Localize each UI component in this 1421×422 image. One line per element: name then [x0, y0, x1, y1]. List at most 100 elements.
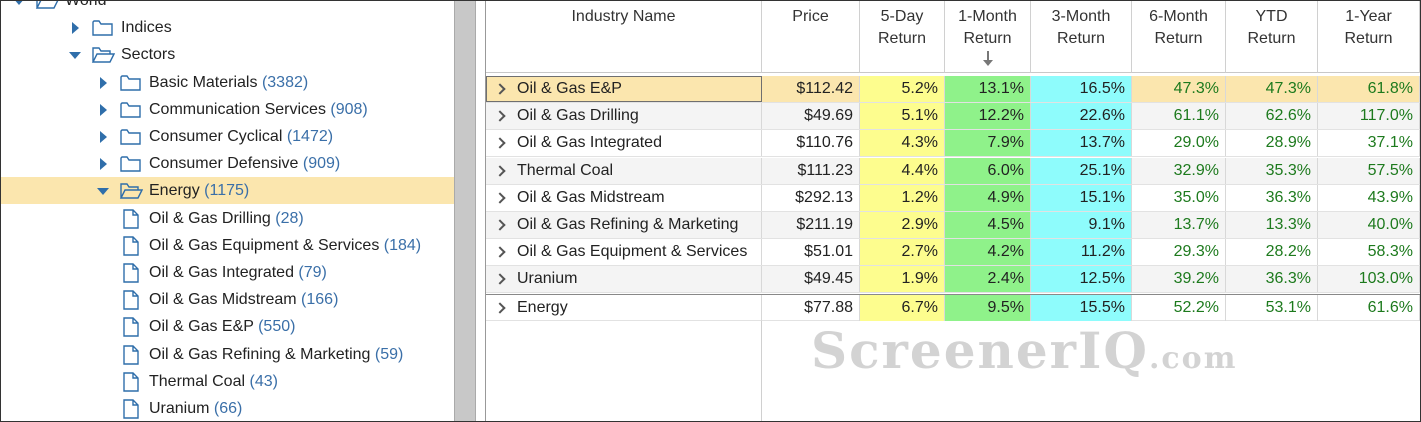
tree-item[interactable]: Oil & Gas Integrated (79)	[1, 259, 454, 286]
table-row[interactable]: Uranium $49.45 1.9% 2.4% 12.5% 39.2% 36.3% 103.…	[486, 266, 1420, 294]
tree-item[interactable]: Oil & Gas Equipment & Services (184)	[1, 232, 454, 259]
caret-right-icon[interactable]	[69, 14, 83, 41]
tree-item-label: Uranium (66)	[149, 395, 242, 421]
tree-item-text: Oil & Gas Midstream	[149, 291, 297, 309]
expand-chevron-icon[interactable]	[494, 192, 506, 204]
tree-item-count: (1472)	[286, 128, 334, 145]
column-header-ytd[interactable]: YTD Return	[1226, 1, 1318, 73]
expand-chevron-icon[interactable]	[494, 110, 506, 122]
document-icon	[119, 344, 143, 375]
cell-price: $77.88	[762, 295, 860, 321]
tree-item[interactable]: Oil & Gas E&P (550)	[1, 313, 454, 340]
caret-right-icon[interactable]	[97, 123, 111, 150]
folder-icon	[119, 99, 143, 130]
cell-name[interactable]: Oil & Gas Equipment & Services	[486, 239, 762, 266]
caret-right-icon[interactable]	[97, 150, 111, 177]
cell-m1: 13.1%	[945, 76, 1031, 102]
tree-item[interactable]: Oil & Gas Refining & Marketing (59)	[1, 341, 454, 368]
table-row[interactable]: Oil & Gas Midstream $292.13 1.2% 4.9% 15.1% 3…	[486, 184, 1420, 212]
table-row[interactable]: Oil & Gas E&P $112.42 5.2% 13.1% 16.5% 47.3% 4…	[486, 76, 1420, 103]
tree-item[interactable]: Consumer Cyclical (1472)	[1, 123, 454, 150]
table-row[interactable]: Thermal Coal $111.23 4.4% 6.0% 25.1% 32.9% 35.…	[486, 157, 1420, 185]
cell-d5: 6.7%	[860, 295, 945, 321]
cell-text: Energy	[517, 299, 568, 316]
cell-text: 13.7%	[1079, 134, 1125, 152]
column-header-m1[interactable]: 1-Month Return	[945, 1, 1031, 73]
column-header-d5[interactable]: 5-Day Return	[860, 1, 945, 73]
tree-item[interactable]: Thermal Coal (43)	[1, 368, 454, 395]
column-header-label: 1-Month	[958, 8, 1017, 25]
cell-m1: 12.2%	[945, 103, 1031, 130]
cell-m3: 13.7%	[1031, 130, 1132, 157]
cell-price: $211.19	[762, 212, 860, 238]
cell-name[interactable]: Oil & Gas Midstream	[486, 184, 762, 211]
column-header-label: Price	[792, 8, 829, 25]
cell-name[interactable]: Oil & Gas E&P	[486, 76, 762, 102]
cell-text: $77.88	[804, 299, 853, 316]
caret-right-icon[interactable]	[97, 69, 111, 96]
cell-text: $110.76	[796, 134, 853, 152]
table-row[interactable]: Oil & Gas Drilling $49.69 5.1% 12.2% 22.6% 61…	[486, 103, 1420, 131]
cell-text: 43.9%	[1367, 188, 1413, 206]
cell-text: Oil & Gas Midstream	[517, 188, 665, 206]
tree-item[interactable]: Sectors	[1, 41, 454, 68]
table-row[interactable]: Oil & Gas Integrated $110.76 4.3% 7.9% 13.7%…	[486, 130, 1420, 158]
cell-name[interactable]: Uranium	[486, 266, 762, 293]
tree-item[interactable]: Indices	[1, 14, 454, 41]
tree-item-text: Thermal Coal	[149, 372, 246, 390]
column-header-m3[interactable]: 3-Month Return	[1031, 1, 1132, 73]
cell-text: 22.6%	[1079, 107, 1125, 125]
tree-item[interactable]: Oil & Gas Midstream (166)	[1, 286, 454, 313]
table-row[interactable]: Oil & Gas Equipment & Services $51.01 2.7%…	[486, 239, 1420, 267]
table-row[interactable]: Oil & Gas Refining & Marketing $211.19 2.9…	[486, 212, 1420, 239]
cell-text: 1.9%	[901, 270, 938, 288]
cell-text: 5.2%	[901, 80, 938, 97]
tree-item[interactable]: Communication Services (908)	[1, 96, 454, 123]
cell-d5: 4.4%	[860, 157, 945, 184]
tree-item[interactable]: Basic Materials (3382)	[1, 69, 454, 96]
tree-item-label: Oil & Gas Equipment & Services (184)	[149, 232, 421, 259]
tree-item[interactable]: Oil & Gas Drilling (28)	[1, 205, 454, 232]
cell-name[interactable]: Energy	[486, 295, 762, 321]
column-header-m6[interactable]: 6-Month Return	[1132, 1, 1226, 73]
expand-chevron-icon[interactable]	[494, 83, 506, 95]
expand-chevron-icon[interactable]	[494, 273, 506, 286]
cell-text: 2.7%	[901, 243, 938, 261]
cell-name[interactable]: Thermal Coal	[486, 157, 762, 184]
column-header-y1[interactable]: 1-Year Return	[1318, 1, 1420, 73]
caret-down-icon[interactable]	[69, 41, 83, 68]
cell-text: 35.0%	[1173, 188, 1219, 206]
cell-name[interactable]: Oil & Gas Refining & Marketing	[486, 212, 762, 238]
cell-text: 62.6%	[1265, 107, 1311, 125]
grid-scrollbar[interactable]	[476, 1, 486, 421]
total-row[interactable]: Energy $77.88 6.7% 9.5% 15.5% 52.2% 53.1% 61.6%	[486, 294, 1420, 321]
cell-name[interactable]: Oil & Gas Drilling	[486, 103, 762, 130]
tree-item[interactable]: Consumer Defensive (909)	[1, 150, 454, 177]
tree-item-count: (66)	[213, 400, 243, 417]
expand-chevron-icon[interactable]	[494, 246, 506, 258]
tree-item[interactable]: Uranium (66)	[1, 395, 454, 421]
tree-item[interactable]: Energy (1175)	[1, 177, 454, 205]
column-header-name[interactable]: Industry Name	[486, 1, 762, 73]
cell-y1: 61.6%	[1318, 295, 1420, 321]
category-tree: World Indices Sectors Basic Materials (3382…	[1, 1, 454, 421]
expand-chevron-icon[interactable]	[494, 219, 506, 231]
cell-text: 4.9%	[987, 188, 1024, 206]
tree-item[interactable]: World	[1, 1, 454, 14]
cell-name[interactable]: Oil & Gas Integrated	[486, 130, 762, 157]
cell-text: $49.69	[804, 107, 853, 125]
cell-text: 52.2%	[1173, 299, 1219, 316]
caret-right-icon[interactable]	[97, 96, 111, 123]
expand-chevron-icon[interactable]	[494, 302, 506, 314]
caret-down-icon[interactable]	[13, 1, 27, 14]
cell-text: 36.3%	[1265, 188, 1311, 206]
tree-item-count: (3382)	[261, 73, 309, 91]
pane-splitter[interactable]	[454, 1, 476, 421]
column-header-price[interactable]: Price	[762, 1, 860, 73]
expand-chevron-icon[interactable]	[494, 164, 506, 177]
cell-text: 47.3%	[1173, 80, 1219, 97]
column-header-label: Return	[1154, 30, 1203, 47]
caret-down-icon[interactable]	[97, 177, 111, 204]
expand-chevron-icon[interactable]	[494, 137, 506, 150]
cell-ytd: 36.3%	[1226, 266, 1318, 293]
